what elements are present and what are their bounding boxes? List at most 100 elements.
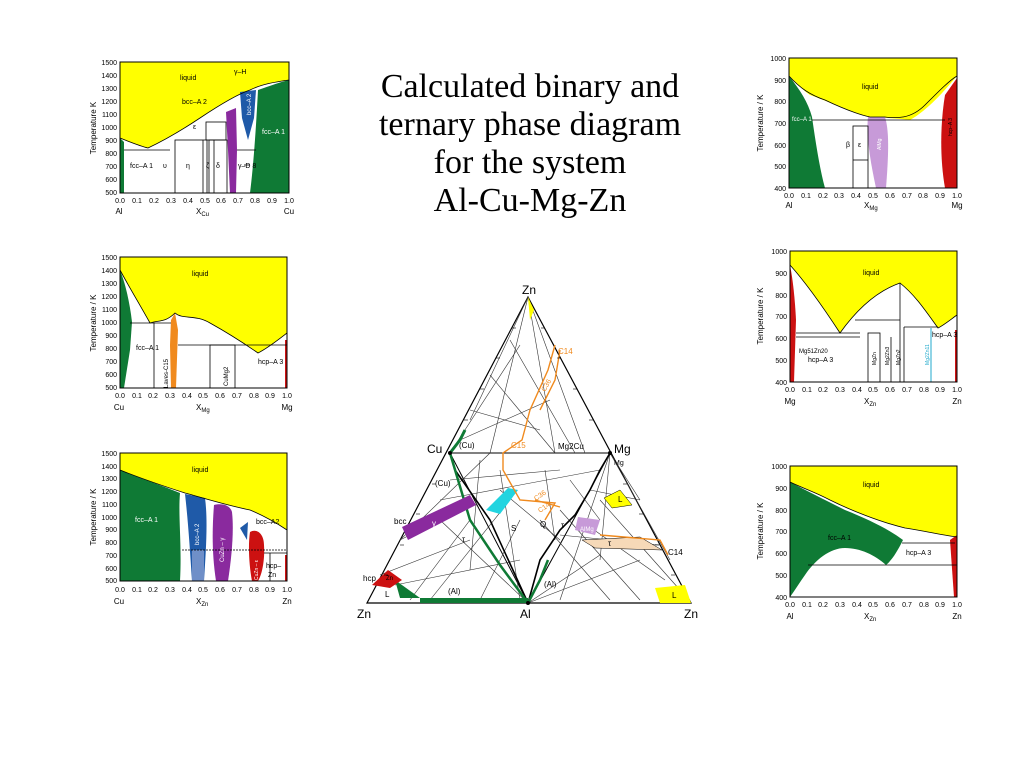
svg-text:0.7: 0.7	[902, 193, 912, 200]
svg-text:1300: 1300	[101, 476, 117, 483]
svg-text:1000: 1000	[771, 249, 787, 256]
label-hcp: hcp–A 3	[906, 550, 931, 557]
y-axis-label: Temperature K	[89, 101, 98, 154]
svg-text:0.0: 0.0	[785, 387, 795, 394]
svg-text:700: 700	[774, 121, 786, 128]
svg-text:800: 800	[774, 99, 786, 106]
svg-text:0.9: 0.9	[265, 587, 275, 594]
svg-text:0.1: 0.1	[802, 602, 812, 609]
label-bcc-vertical: bcc–A 2	[247, 93, 253, 115]
label-epsilon: ε	[193, 124, 196, 131]
svg-text:0.8: 0.8	[919, 387, 929, 394]
label-al-phase-1: (Al)	[448, 587, 461, 596]
svg-text:1300: 1300	[101, 86, 117, 93]
svg-text:0.8: 0.8	[919, 602, 929, 609]
svg-text:0.0: 0.0	[115, 393, 125, 400]
x-left-element: Mg	[784, 397, 795, 406]
label-mg51zn20: Mg51Zn20	[799, 349, 828, 355]
plot-cu-mg: liquid fcc–A 1 Laves-C15 CuMg2 hcp–A 3 1…	[89, 255, 293, 414]
fcc-region	[789, 76, 825, 188]
liquid-region	[789, 58, 957, 120]
svg-text:1500: 1500	[101, 451, 117, 458]
x-axis-label: XMg	[864, 201, 878, 212]
label-cumg2: CuMg2	[224, 366, 230, 386]
vertex-zn-left: Zn	[357, 607, 371, 621]
plot-al-mg: liquid fcc–A 1 β ε AlMg hcp–A 3 1000 900…	[756, 56, 963, 212]
x-axis-label: XZn	[196, 597, 208, 608]
svg-text:0.4: 0.4	[852, 387, 862, 394]
label-gamma: CuZn – γ	[220, 538, 226, 562]
label-s: S	[511, 524, 516, 533]
label-fcc: fcc–A 1	[828, 535, 851, 542]
label-gamma-h: γ–H	[234, 69, 246, 76]
svg-text:0.3: 0.3	[165, 587, 175, 594]
svg-text:0.5: 0.5	[198, 393, 208, 400]
x-axis-label: XZn	[864, 397, 876, 408]
label-bcc2: bcc–A2	[256, 519, 279, 526]
svg-text:0.3: 0.3	[165, 393, 175, 400]
svg-text:0.7: 0.7	[902, 602, 912, 609]
svg-text:800: 800	[105, 151, 117, 158]
svg-text:1000: 1000	[101, 125, 117, 132]
svg-text:500: 500	[105, 578, 117, 585]
svg-text:0.0: 0.0	[784, 193, 794, 200]
svg-text:0.9: 0.9	[267, 198, 277, 205]
svg-text:0.4: 0.4	[852, 602, 862, 609]
svg-text:0.5: 0.5	[198, 587, 208, 594]
label-fcc: fcc–A 1	[792, 117, 812, 123]
bcc-lower-region	[192, 550, 204, 581]
plot-cu-zn: liquid fcc–A 1 bcc–A 2 CuZn – γ CuZn – ε…	[89, 451, 292, 608]
svg-text:0.2: 0.2	[818, 387, 828, 394]
svg-text:1500: 1500	[101, 60, 117, 67]
label-hcp-left: hcp–A 3	[808, 357, 833, 364]
label-c15: C15	[511, 441, 526, 450]
svg-text:1.0: 1.0	[282, 587, 292, 594]
svg-text:0.1: 0.1	[132, 198, 142, 205]
y-tick-labels: 1000 900 800 700 600 500 400	[771, 249, 787, 387]
svg-text:1200: 1200	[101, 99, 117, 106]
label-zn-small: Zn	[386, 576, 393, 582]
label-liquid: liquid	[180, 75, 196, 82]
svg-text:600: 600	[775, 336, 787, 343]
label-mgzn2: MgZn2	[896, 349, 902, 365]
label-delta: δ	[216, 163, 220, 170]
label-laves: Laves-C15	[164, 358, 170, 388]
svg-text:0.2: 0.2	[818, 193, 828, 200]
fcc-region	[120, 270, 132, 388]
liquid-region-3	[528, 297, 534, 320]
x-right-element: Zn	[282, 597, 291, 606]
label-hcp: hcp–A 3	[258, 359, 283, 366]
vertex-al: Al	[520, 607, 531, 621]
x-axis-label: XMg	[196, 403, 210, 414]
gamma-band	[402, 495, 476, 540]
label-zeta: ζ	[206, 163, 209, 170]
svg-text:900: 900	[105, 138, 117, 145]
label-q: Q	[540, 520, 546, 529]
svg-text:0.5: 0.5	[200, 198, 210, 205]
y-tick-labels: 1500 1400 1300 1200 1100 1000 900 800 70…	[101, 451, 117, 585]
svg-text:0.5: 0.5	[868, 387, 878, 394]
hcp-region	[790, 265, 796, 382]
svg-text:1500: 1500	[101, 255, 117, 262]
label-tau-2: τ	[561, 521, 565, 530]
label-almg: AlMg	[877, 138, 883, 150]
cyan-region	[486, 488, 518, 514]
label-tau-1: τ	[462, 535, 466, 544]
y-tick-labels: 1000 900 800 700 600 500 400	[771, 464, 787, 602]
svg-text:0.9: 0.9	[935, 193, 945, 200]
gamma-region	[212, 504, 233, 581]
svg-text:500: 500	[775, 573, 787, 580]
x-right-element: Cu	[284, 207, 294, 216]
label-l-2: L	[672, 591, 677, 600]
svg-text:0.8: 0.8	[249, 393, 259, 400]
y-tick-labels: 1500 1400 1300 1200 1100 1000 900 800 70…	[101, 60, 117, 197]
hcp-region	[941, 78, 957, 188]
label-liquid: liquid	[862, 84, 878, 91]
svg-text:1.0: 1.0	[952, 387, 962, 394]
label-hcp: hcp	[363, 574, 376, 583]
y-tick-labels: 1500 1400 1300 1200 1100 1000 900 800 70…	[101, 255, 117, 392]
svg-text:600: 600	[774, 143, 786, 150]
label-mg2zn11: Mg2Zn11	[925, 344, 931, 365]
title-line-3: for the system	[433, 144, 627, 181]
svg-text:1000: 1000	[770, 56, 786, 63]
